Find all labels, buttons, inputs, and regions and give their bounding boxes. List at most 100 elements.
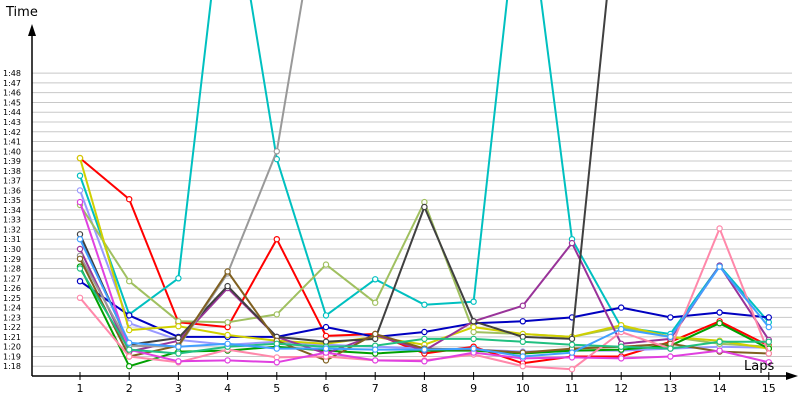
data-point (470, 335, 477, 343)
data-point (568, 366, 576, 373)
data-point (175, 350, 182, 357)
data-point (765, 338, 773, 345)
y-tick-label: 1:44 (3, 108, 21, 117)
data-point (224, 357, 231, 364)
data-point (519, 363, 527, 370)
data-point (76, 265, 84, 272)
data-point (322, 332, 330, 340)
y-tick-label: 1:31 (3, 235, 21, 244)
x-tick-label: 5 (273, 382, 280, 395)
y-axis-title: Time (5, 5, 38, 20)
data-point (765, 350, 773, 357)
y-tick-label: 1:39 (3, 157, 21, 166)
series-line (79, 201, 769, 348)
data-point (618, 304, 625, 311)
data-point (519, 353, 527, 360)
data-point (519, 318, 527, 325)
data-point (618, 325, 625, 333)
x-tick-label: 13 (663, 382, 677, 395)
x-tick-label: 4 (224, 382, 231, 395)
data-point (175, 275, 182, 282)
data-point (716, 309, 723, 316)
data-point (76, 154, 84, 162)
x-tick-label: 1 (77, 382, 84, 395)
data-point (76, 245, 84, 253)
data-point (372, 346, 379, 353)
y-tick-label: 1:34 (3, 206, 21, 215)
x-tick-label: 9 (470, 382, 477, 395)
y-tick-label: 1:26 (3, 284, 21, 293)
y-tick-label: 1:27 (3, 274, 21, 283)
data-point (568, 349, 576, 356)
data-point (273, 148, 280, 155)
data-point (322, 261, 330, 268)
x-tick-label: 10 (516, 382, 530, 395)
data-point (618, 355, 625, 362)
data-point (322, 312, 330, 319)
x-axis-arrow (786, 372, 798, 380)
y-tick-label: 1:47 (3, 79, 21, 88)
y-tick-label: 1:43 (3, 118, 21, 127)
data-point (175, 323, 182, 330)
data-point (372, 299, 379, 306)
data-point (470, 298, 477, 305)
axis-layer: 1:181:191:201:211:221:231:241:251:261:27… (3, 24, 798, 395)
y-tick-label: 1:37 (3, 177, 21, 186)
data-point (273, 235, 280, 243)
data-point (716, 320, 723, 327)
data-point (470, 323, 477, 331)
data-point (76, 172, 84, 179)
data-point (568, 239, 576, 247)
data-point (175, 343, 182, 350)
data-point (470, 345, 477, 352)
data-point (175, 358, 182, 365)
data-point (76, 255, 84, 262)
x-tick-label: 12 (614, 382, 628, 395)
data-point (568, 335, 576, 343)
data-point (421, 358, 428, 365)
data-point (125, 312, 133, 319)
series-line (79, 157, 769, 350)
data-point (125, 363, 133, 370)
y-tick-label: 1:24 (3, 304, 21, 313)
data-point (421, 301, 428, 308)
x-tick-label: 8 (421, 382, 428, 395)
data-point (125, 278, 133, 285)
y-tick-label: 1:18 (3, 362, 21, 371)
data-point (372, 330, 379, 338)
data-point (125, 353, 133, 360)
y-tick-label: 1:21 (3, 333, 21, 342)
data-point (470, 318, 477, 325)
data-point (421, 328, 428, 336)
x-tick-label: 14 (713, 382, 727, 395)
data-point (421, 335, 428, 343)
data-point (372, 357, 379, 364)
y-tick-label: 1:42 (3, 128, 21, 137)
data-point (76, 235, 84, 243)
series-line (79, 0, 770, 335)
y-tick-label: 1:20 (3, 343, 21, 352)
y-tick-label: 1:33 (3, 216, 21, 225)
data-point (765, 314, 773, 321)
data-point (224, 319, 231, 326)
data-point (76, 294, 84, 301)
data-point (125, 339, 133, 346)
series-line (79, 0, 608, 346)
y-tick-label: 1:23 (3, 313, 21, 322)
y-tick-label: 1:32 (3, 225, 21, 234)
data-point (667, 345, 674, 352)
data-point (273, 311, 280, 318)
y-tick-label: 1:41 (3, 138, 21, 147)
y-tick-label: 1:25 (3, 294, 21, 303)
y-tick-label: 1:30 (3, 245, 21, 254)
y-tick-label: 1:22 (3, 323, 21, 332)
x-tick-label: 15 (762, 382, 776, 395)
data-point (224, 340, 231, 347)
data-point (667, 314, 674, 321)
y-tick-label: 1:29 (3, 255, 21, 264)
y-tick-label: 1:46 (3, 89, 21, 98)
y-tick-label: 1:40 (3, 147, 21, 156)
data-point (421, 346, 428, 353)
data-point (322, 323, 330, 331)
